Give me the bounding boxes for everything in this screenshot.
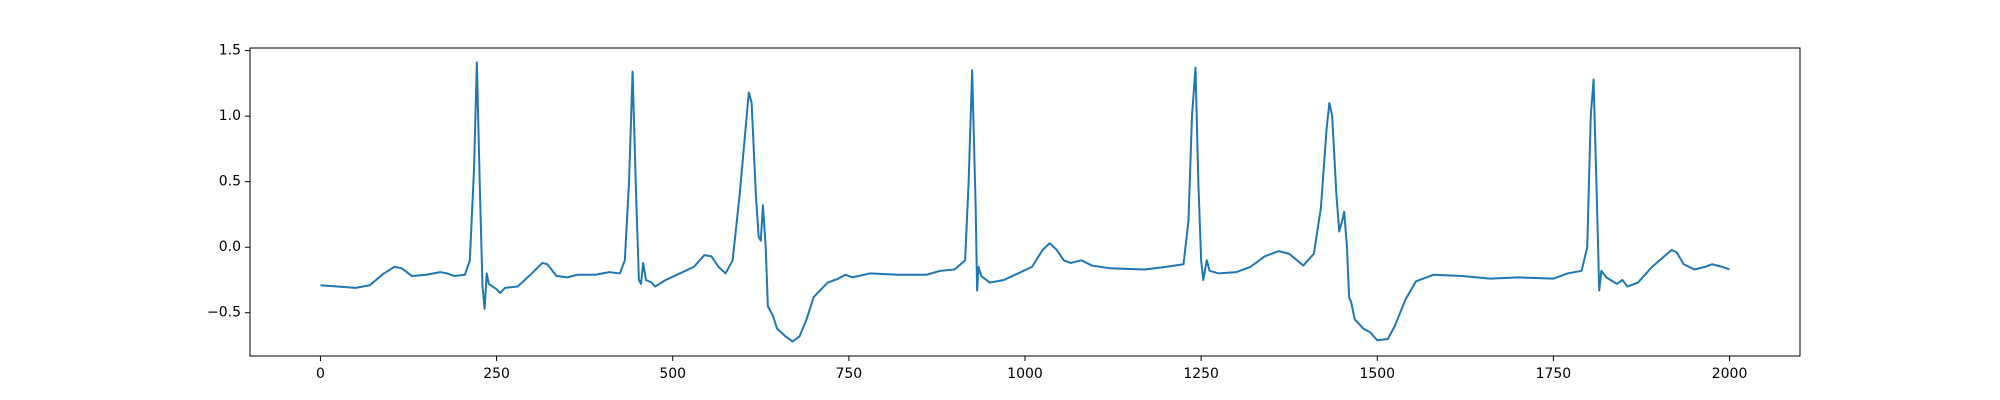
data-line — [320, 61, 1730, 343]
y-tick-label: −0.5 — [207, 305, 241, 321]
x-tick-label: 1000 — [1007, 366, 1043, 382]
x-tick-label: 1250 — [1183, 366, 1219, 382]
y-tick-label: 1.5 — [219, 43, 241, 59]
plot-frame — [249, 47, 1801, 357]
x-tick-label: 0 — [316, 366, 325, 382]
y-tick-label: 1.0 — [219, 108, 241, 124]
x-tick-label: 750 — [835, 366, 862, 382]
x-tick-label: 2000 — [1712, 366, 1748, 382]
x-tick-label: 1750 — [1536, 366, 1572, 382]
x-tick-label: 1500 — [1359, 366, 1395, 382]
x-tick-label: 500 — [659, 366, 686, 382]
y-tick-label: 0.5 — [219, 174, 241, 190]
y-tick-label: 0.0 — [219, 239, 241, 255]
x-tick-label: 250 — [483, 366, 510, 382]
